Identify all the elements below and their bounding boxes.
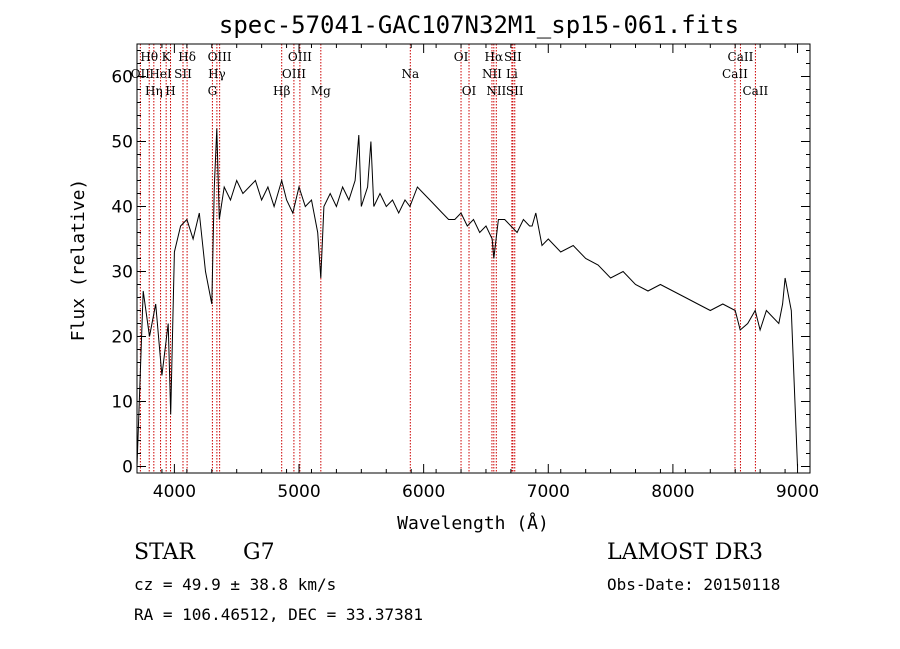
spectral-line-label: Hδ [178,50,196,64]
spectral-line-label: OI [462,84,477,98]
x-tick-label: 7000 [527,482,570,502]
object-class: STAR [134,540,196,565]
y-tick-label: 50 [111,133,133,153]
x-axis-ticks: 4000 5000 6000 7000 8000 9000 [136,44,819,502]
x-axis-label: Wavelength (Å) [397,512,549,534]
spectral-line-label: H [165,84,175,98]
spectral-line-label: CaII [728,50,754,64]
spectral-line-label: Hβ [273,84,290,98]
spectral-line-label: Hγ [208,67,226,81]
spectral-line-label: HeI [149,67,172,81]
x-tick-label: 9000 [776,482,819,502]
spectral-line-label: NII [486,84,506,98]
spectral-subclass: G7 [243,540,275,565]
spectral-line-label: NII [482,67,502,81]
spectral-line-label: OIII [282,67,306,81]
y-tick-label: 40 [111,198,133,218]
spectral-line-label: Na [401,67,419,81]
spectrum-line [136,128,798,467]
y-axis-label: Flux (relative) [68,179,89,342]
x-tick-label: 8000 [651,482,694,502]
spectral-line-label: SII [174,67,192,81]
observation-date: Obs-Date: 20150118 [607,575,780,594]
survey-name: LAMOST DR3 [607,540,763,565]
spectral-line-label: OI [454,50,469,64]
y-tick-label: 0 [122,458,133,478]
x-tick-label: 6000 [402,482,445,502]
spectral-line-label: Hη [145,84,163,98]
spectral-line-label: Mg [311,84,331,98]
plot-frame [136,43,811,474]
spectral-line-label: G [208,84,218,98]
spectral-line-label: Li [506,67,518,81]
spectral-line-label: OIII [208,50,232,64]
spectral-line-labels: Hθ OII Hη K HeI H Hδ SII OIII Hγ G Hβ OIII OIII Mg Na OI… [131,50,769,98]
spectral-line-label: Hθ [140,50,158,64]
y-tick-label: 60 [111,68,133,88]
x-tick-label: 5000 [277,482,320,502]
y-axis-ticks: 0 10 20 30 40 50 60 [111,50,810,478]
y-tick-label: 30 [111,263,133,283]
y-tick-label: 10 [111,393,133,413]
coordinates-readout: RA = 106.46512, DEC = 33.37381 [134,605,423,624]
spectral-line-label: K [162,50,172,64]
spectral-line-label: OIII [288,50,312,64]
spectral-line-label: CaII [722,67,748,81]
spectral-line-label: SII [506,84,524,98]
spectral-line-label: Hα [485,50,504,64]
velocity-readout: cz = 49.9 ± 38.8 km/s [134,575,336,594]
spectral-line-label: CaII [742,84,768,98]
spectral-line-markers [139,44,756,473]
spectral-line-label: SII [504,50,522,64]
spectral-line-label: OII [131,67,151,81]
x-tick-label: 4000 [153,482,196,502]
y-tick-label: 20 [111,328,133,348]
chart-title: spec-57041-GAC107N32M1_sp15-061.fits [219,11,739,39]
